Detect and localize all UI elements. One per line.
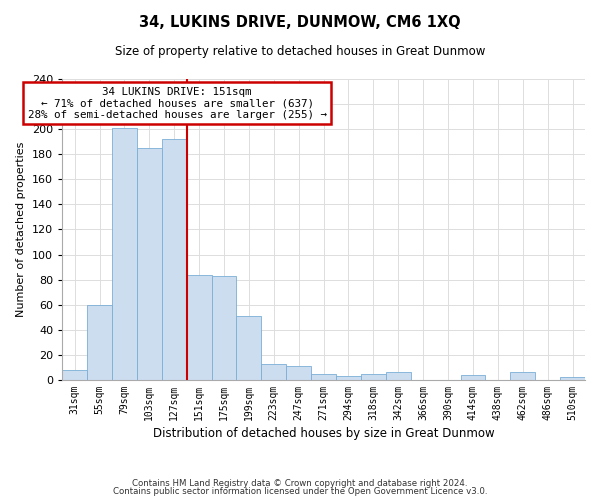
Bar — [236, 316, 262, 380]
Bar — [286, 366, 311, 380]
Text: Size of property relative to detached houses in Great Dunmow: Size of property relative to detached ho… — [115, 45, 485, 58]
Text: Contains public sector information licensed under the Open Government Licence v3: Contains public sector information licen… — [113, 487, 487, 496]
Y-axis label: Number of detached properties: Number of detached properties — [16, 142, 26, 317]
Bar — [361, 374, 386, 380]
Bar — [137, 148, 162, 380]
X-axis label: Distribution of detached houses by size in Great Dunmow: Distribution of detached houses by size … — [153, 427, 494, 440]
Bar — [112, 128, 137, 380]
Bar — [386, 372, 411, 380]
Text: 34 LUKINS DRIVE: 151sqm
← 71% of detached houses are smaller (637)
28% of semi-d: 34 LUKINS DRIVE: 151sqm ← 71% of detache… — [28, 86, 327, 120]
Bar — [162, 139, 187, 380]
Bar — [311, 374, 336, 380]
Bar — [560, 378, 585, 380]
Bar — [212, 276, 236, 380]
Bar — [262, 364, 286, 380]
Text: 34, LUKINS DRIVE, DUNMOW, CM6 1XQ: 34, LUKINS DRIVE, DUNMOW, CM6 1XQ — [139, 15, 461, 30]
Bar — [461, 375, 485, 380]
Bar — [87, 304, 112, 380]
Text: Contains HM Land Registry data © Crown copyright and database right 2024.: Contains HM Land Registry data © Crown c… — [132, 478, 468, 488]
Bar — [336, 376, 361, 380]
Bar — [62, 370, 87, 380]
Bar — [187, 274, 212, 380]
Bar — [511, 372, 535, 380]
